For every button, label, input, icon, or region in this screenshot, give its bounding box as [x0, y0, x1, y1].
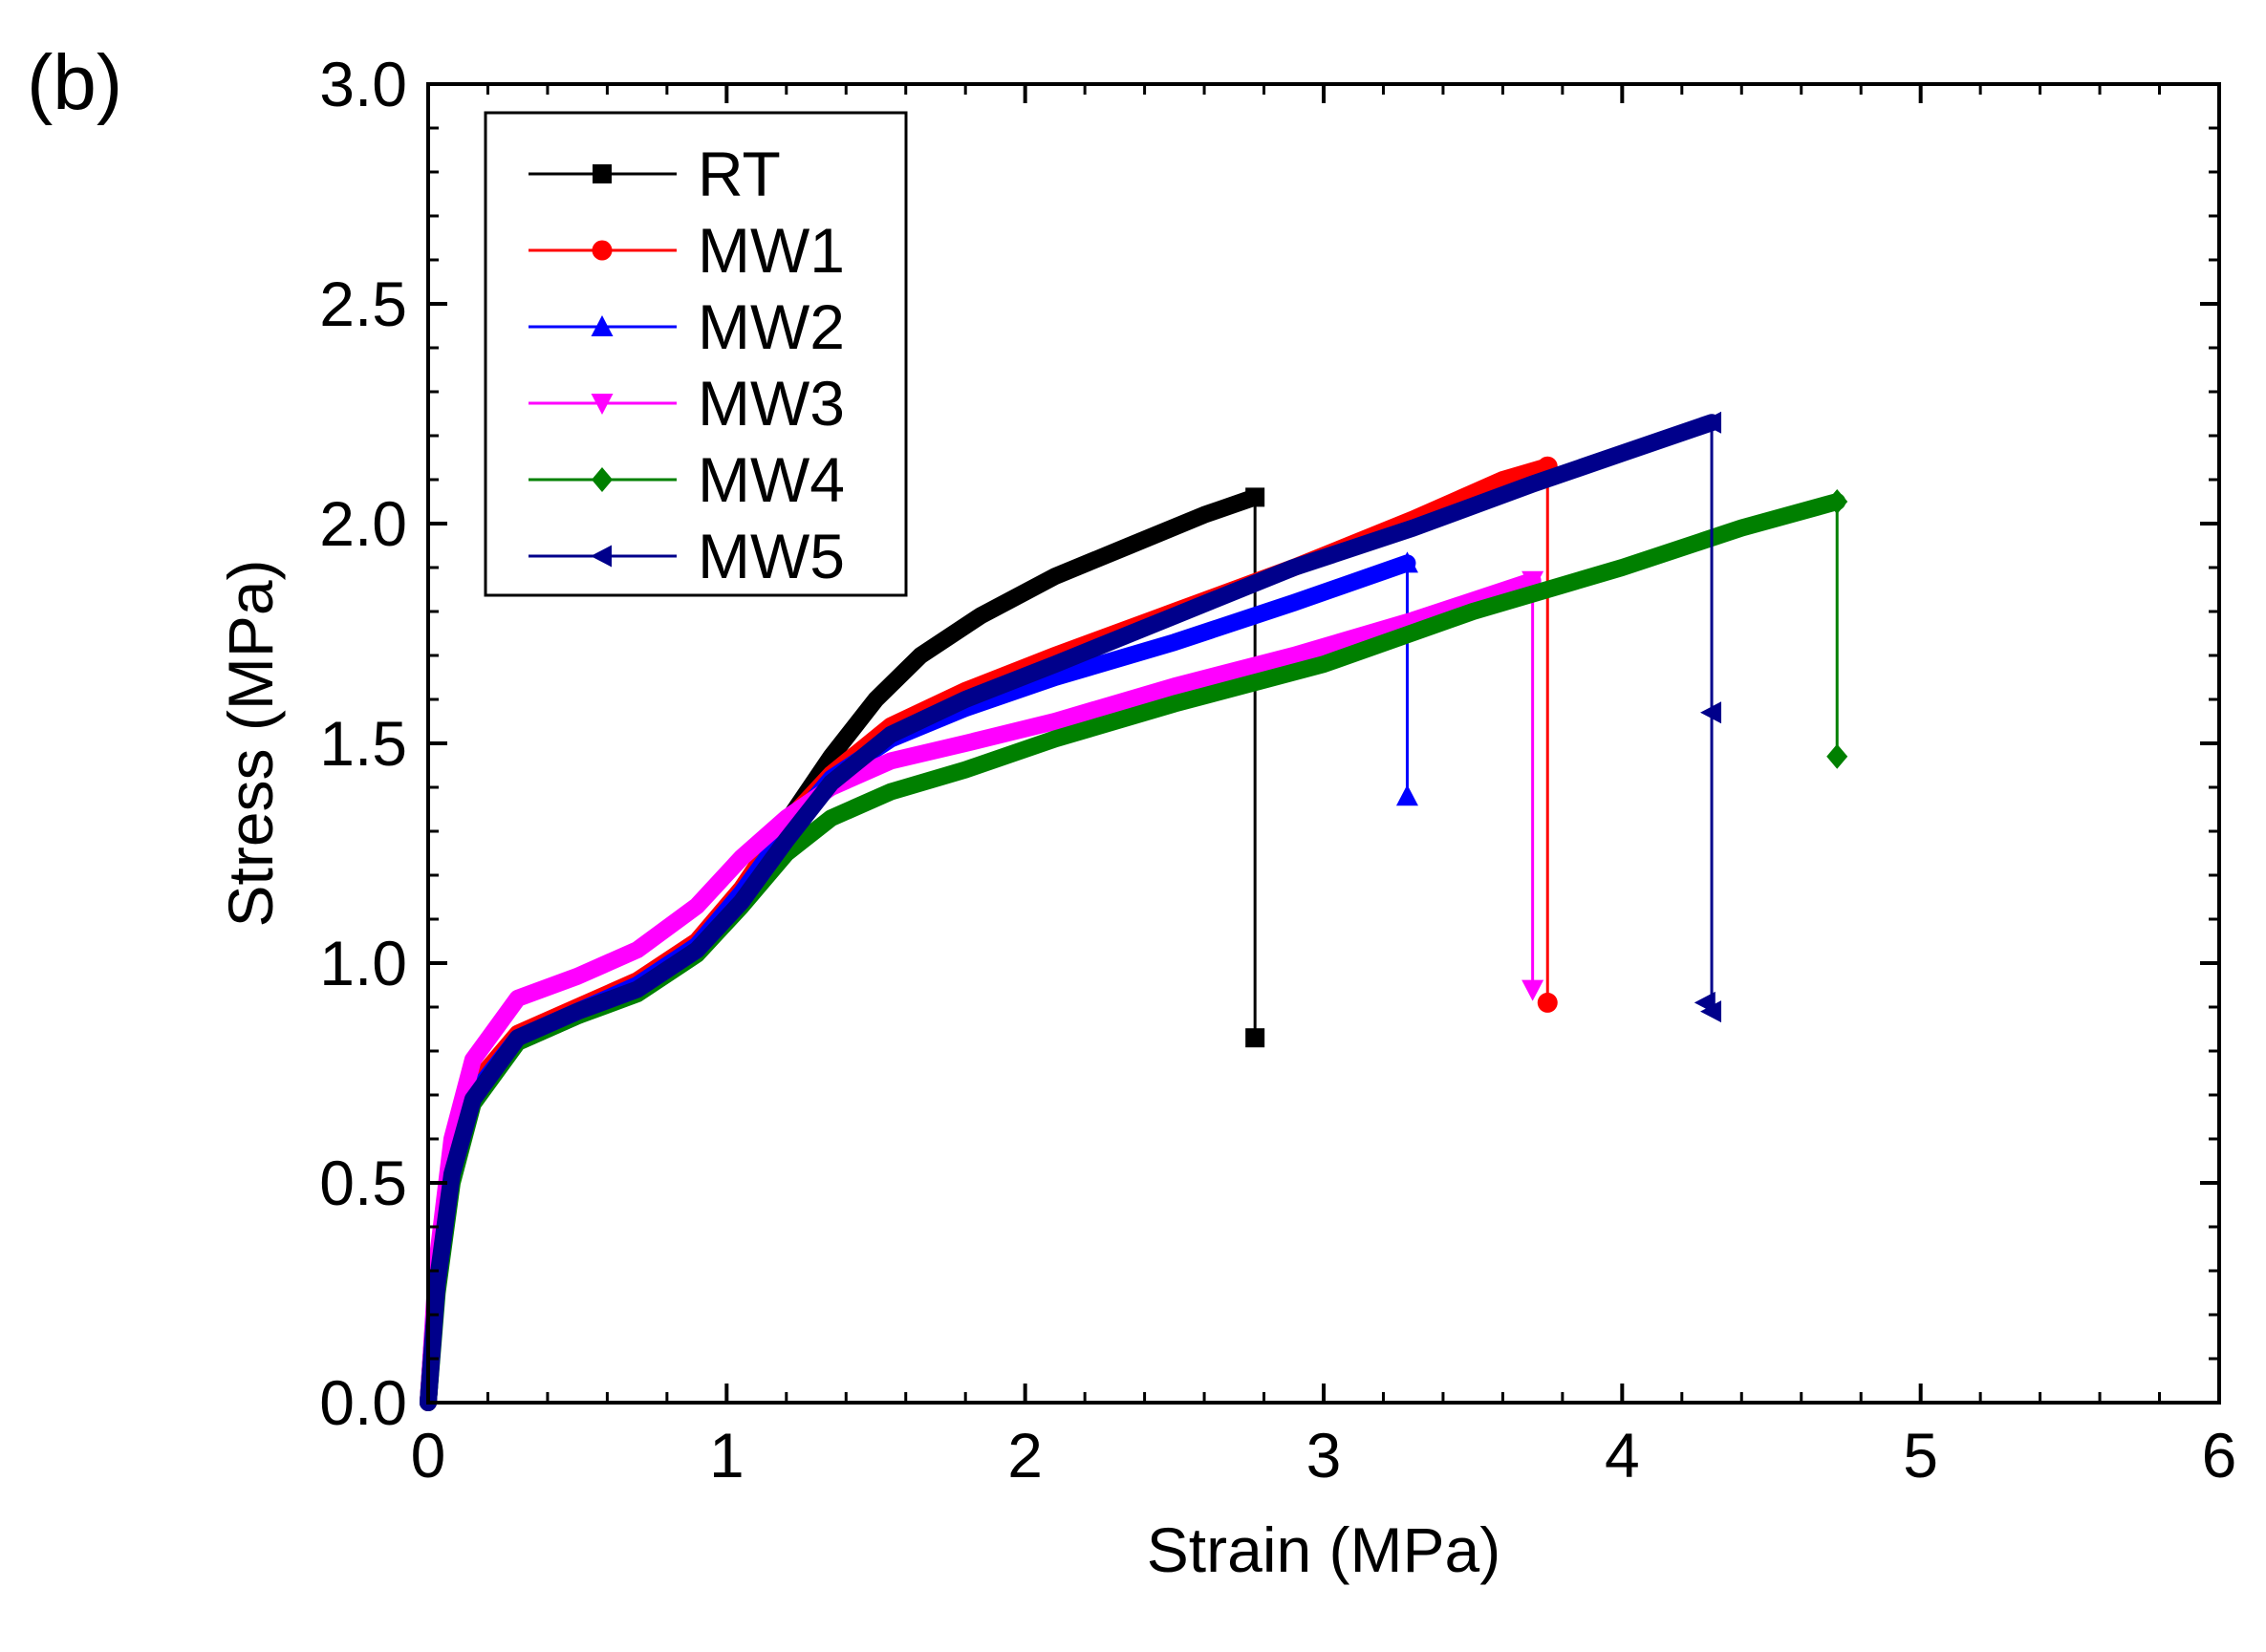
x-tick-label: 3 [1306, 1420, 1342, 1491]
data-point-marker [1395, 551, 1418, 573]
legend-marker [591, 315, 614, 336]
legend-item-mw5: MW5 [529, 521, 845, 591]
y-tick-label: 3.0 [319, 49, 407, 119]
legend-marker [591, 394, 614, 415]
legend-marker [592, 240, 613, 261]
y-axis-title: Stress (MPa) [215, 559, 286, 927]
data-point-marker [1700, 1000, 1722, 1023]
x-tick-label: 1 [709, 1420, 745, 1491]
x-tick-label: 0 [411, 1420, 446, 1491]
data-point-marker [1395, 784, 1418, 806]
data-point-marker [1245, 1028, 1265, 1048]
data-point-marker [1694, 991, 1716, 1014]
data-point-marker [1521, 979, 1544, 1001]
panel-label: (b) [27, 39, 123, 126]
x-tick-label: 5 [1903, 1420, 1938, 1491]
legend-box [484, 111, 908, 597]
series-line [420, 414, 1721, 1411]
series-line [420, 571, 1542, 1411]
legend-label: MW4 [698, 444, 845, 515]
data-point-marker [1700, 411, 1722, 434]
series-layer [420, 411, 1848, 1411]
legend-marker [591, 545, 612, 568]
legend-marker [592, 467, 613, 492]
legend-item-rt: RT [529, 139, 781, 209]
data-point-marker [1245, 487, 1265, 507]
y-tick-label: 2.0 [319, 488, 407, 559]
series-mw5 [420, 411, 1722, 1411]
y-tick-label: 0.0 [319, 1367, 407, 1438]
x-tick-label: 6 [2202, 1420, 2237, 1491]
x-tick-label: 2 [1007, 1420, 1043, 1491]
data-point-marker [1700, 701, 1722, 724]
legend-label: MW3 [698, 368, 845, 439]
legend-marker [593, 164, 612, 183]
legend-label: MW5 [698, 521, 845, 591]
y-tick-label: 1.5 [319, 708, 407, 779]
legend-label: MW1 [698, 215, 845, 286]
legend-item-mw4: MW4 [529, 444, 845, 515]
x-tick-label: 4 [1605, 1420, 1640, 1491]
ticks-layer: 0 1 2 3 4 5 6 0.0 0.5 1.0 1.5 2.0 2.5 3.0 [319, 49, 2236, 1491]
y-tick-label: 0.5 [319, 1148, 407, 1218]
data-point-marker [1537, 992, 1558, 1013]
y-tick-label: 2.5 [319, 268, 407, 339]
legend-item-mw2: MW2 [529, 291, 845, 362]
series-mw3 [420, 570, 1544, 1411]
data-point-marker [1521, 570, 1544, 592]
y-tick-label: 1.0 [319, 928, 407, 998]
legend-label: RT [698, 139, 781, 209]
series-mw1 [420, 456, 1558, 1411]
data-point-marker [1826, 743, 1848, 769]
data-point-marker [1826, 489, 1848, 514]
legend-label: MW2 [698, 291, 845, 362]
legend-item-mw3: MW3 [529, 368, 845, 439]
x-axis-title: Strain (MPa) [1147, 1514, 1500, 1585]
legend-item-mw1: MW1 [529, 215, 845, 286]
